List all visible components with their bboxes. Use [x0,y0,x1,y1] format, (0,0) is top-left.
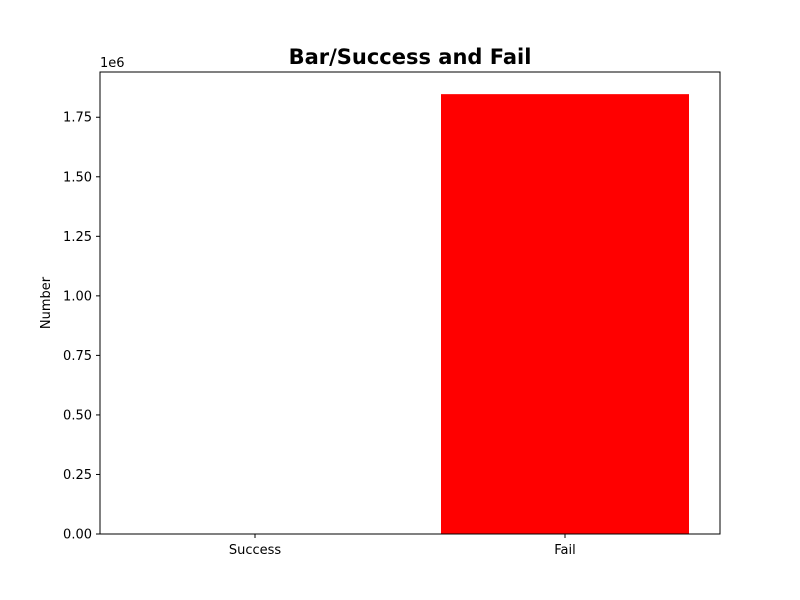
bars-layer [441,94,689,534]
y-tick-label: 0.00 [63,528,92,543]
bar-fail [441,94,689,534]
y-tick-label: 1.75 [63,111,92,126]
x-tick-label: Success [229,543,282,558]
y-tick-label: 1.25 [63,230,92,245]
y-tick-label: 0.25 [63,468,92,483]
y-axis-label: Number [39,276,54,329]
y-tick-label: 1.00 [63,289,92,304]
y-tick-label: 1.50 [63,170,92,185]
chart-title: Bar/Success and Fail [289,45,532,69]
x-axis: Success Fail [229,534,576,558]
plot-frame [99,71,721,535]
y-axis: 0.00 0.25 0.50 0.75 1.00 1.25 1.50 1.75 [63,111,100,543]
x-tick-label: Fail [554,543,575,558]
y-scale-offset-label: 1e6 [100,56,125,71]
y-tick-label: 0.50 [63,408,92,423]
y-tick-label: 0.75 [63,349,92,364]
